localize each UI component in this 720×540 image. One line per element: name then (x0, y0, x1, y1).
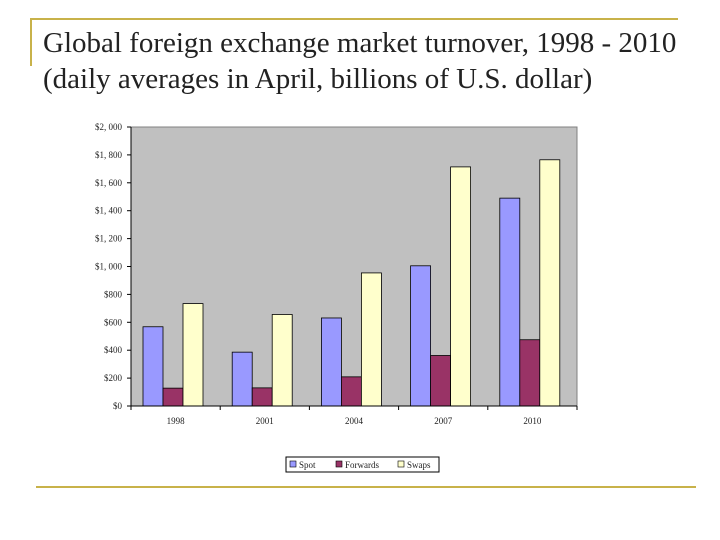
bar-spot-2007 (410, 265, 432, 407)
legend-swatch-swaps (397, 460, 405, 468)
frame-top-line (30, 18, 678, 20)
x-tick-label: 2010 (523, 416, 542, 426)
bars (142, 159, 561, 407)
y-tick-label: $1, 600 (95, 178, 123, 188)
y-tick-label: $1, 400 (95, 206, 123, 216)
bar-swaps-2004 (360, 272, 382, 407)
y-tick-label: $600 (104, 317, 123, 327)
bar-forwards-2001 (251, 387, 273, 407)
legend: Spot Forwards Swaps (285, 456, 440, 473)
bar-spot-2004 (320, 317, 342, 407)
bar-swaps-2010 (539, 159, 561, 407)
bar-forwards-2010 (519, 339, 541, 407)
bar-spot-2001 (231, 351, 253, 407)
frame-bottom-line (36, 486, 696, 488)
bar-spot-2010 (499, 197, 521, 407)
y-tick-label: $0 (113, 401, 123, 411)
bar-spot-1998 (142, 326, 164, 407)
y-axis: $0 $200 $400 $600 $800 $1, 000 $1, 200 $1, 400 $… (95, 122, 132, 411)
x-tick-label: 2007 (434, 416, 453, 426)
y-tick-label: $1, 800 (95, 150, 123, 160)
x-tick-label: 2001 (256, 416, 274, 426)
bar-forwards-1998 (162, 387, 184, 407)
legend-label-forwards: Forwards (345, 460, 379, 470)
x-tick-label: 2004 (345, 416, 364, 426)
y-tick-label: $200 (104, 373, 123, 383)
legend-label-swaps: Swaps (407, 460, 431, 470)
y-tick-label: $400 (104, 345, 123, 355)
frame-left-line (30, 18, 32, 66)
legend-swatch-spot (289, 460, 297, 468)
y-tick-label: $2, 000 (95, 122, 123, 132)
bar-swaps-1998 (182, 303, 204, 407)
slide-title: Global foreign exchange market turnover,… (43, 27, 677, 95)
bar-swaps-2001 (271, 314, 293, 407)
legend-label-spot: Spot (299, 460, 316, 470)
y-tick-label: $1, 200 (95, 234, 123, 244)
bar-forwards-2004 (340, 376, 362, 407)
y-tick-label: $1, 000 (95, 262, 123, 272)
x-tick-label: 1998 (167, 416, 186, 426)
x-axis: 1998 2001 2004 2007 2010 (130, 405, 578, 426)
bar-forwards-2007 (430, 355, 452, 407)
legend-swatch-forwards (335, 460, 343, 468)
y-tick-label: $800 (104, 289, 123, 299)
bar-swaps-2007 (450, 166, 472, 407)
